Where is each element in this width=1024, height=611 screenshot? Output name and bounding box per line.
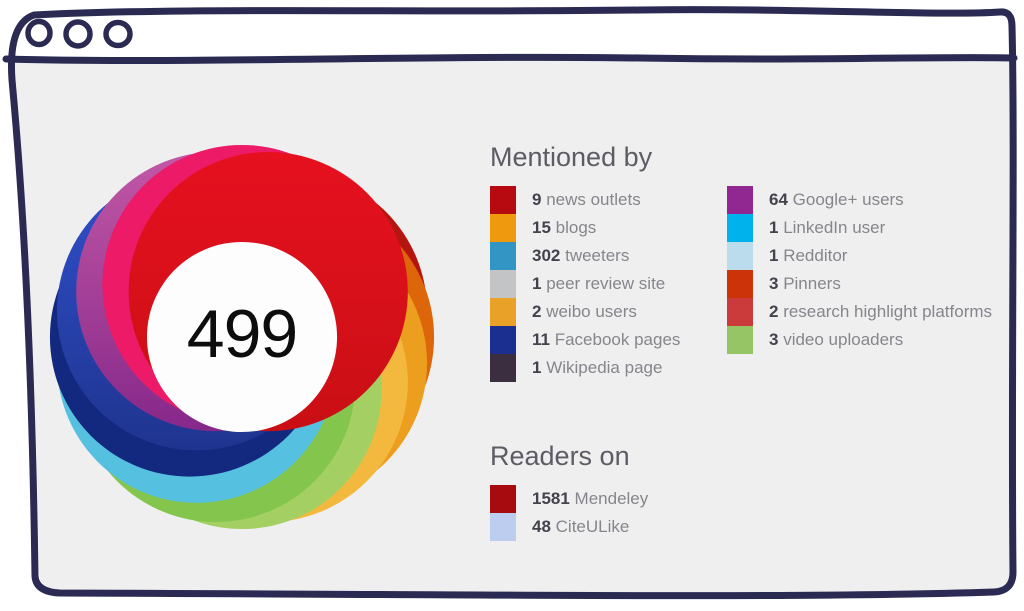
legend-text: 1 peer review site: [532, 274, 665, 294]
legend-text: 64 Google+ users: [769, 190, 904, 210]
legend-swatch: [727, 326, 753, 354]
mentioned-by-column-2: 64 Google+ users 1 LinkedIn user 1 Reddito…: [727, 186, 992, 382]
legend-label: peer review site: [541, 274, 666, 293]
readers-on-section: Readers on 1581 Mendeley 48 CiteULike: [490, 440, 648, 541]
legend-count: 48: [532, 517, 551, 536]
legend-item-news-outlets: 9 news outlets: [490, 186, 727, 214]
legend-item-wikipedia-page: 1 Wikipedia page: [490, 354, 727, 382]
altmetric-donut: 499: [44, 139, 440, 535]
legend-item-tweeters: 302 tweeters: [490, 242, 727, 270]
legend-swatch: [490, 298, 516, 326]
legend-swatch: [490, 242, 516, 270]
legend-item-mendeley: 1581 Mendeley: [490, 485, 648, 513]
legend-text: 15 blogs: [532, 218, 596, 238]
legend-item-blogs: 15 blogs: [490, 214, 727, 242]
legend-text: 11 Facebook pages: [532, 330, 680, 350]
readers-on-list: 1581 Mendeley 48 CiteULike: [490, 485, 648, 541]
mentioned-by-section: Mentioned by 9 news outlets 15 blogs 302 t…: [490, 141, 992, 382]
legend-swatch: [727, 298, 753, 326]
legend-text: 1 Redditor: [769, 246, 847, 266]
legend-label: Google+ users: [787, 190, 904, 209]
legend-item-weibo-users: 2 weibo users: [490, 298, 727, 326]
legend-text: 3 Pinners: [769, 274, 841, 294]
legend-label: weibo users: [541, 302, 637, 321]
legend-item-citeulike: 48 CiteULike: [490, 513, 648, 541]
legend-label: LinkedIn user: [778, 218, 886, 237]
legend-count: 1: [532, 274, 542, 293]
legend-item-redditor: 1 Redditor: [727, 242, 992, 270]
donut-center: [146, 241, 338, 433]
legend-label: Redditor: [778, 246, 848, 265]
legend-item-pinners: 3 Pinners: [727, 270, 992, 298]
legend-item-facebook-pages: 11 Facebook pages: [490, 326, 727, 354]
legend-label: news outlets: [541, 190, 641, 209]
legend-item-video-uploaders: 3 video uploaders: [727, 326, 992, 354]
legend-count: 1581: [532, 489, 570, 508]
legend-count: 64: [769, 190, 788, 209]
legend-label: CiteULike: [550, 517, 630, 536]
legend-item-linkedin-user: 1 LinkedIn user: [727, 214, 992, 242]
legend-label: tweeters: [560, 246, 630, 265]
legend-text: 2 weibo users: [532, 302, 637, 322]
legend-count: 9: [532, 190, 542, 209]
legend-text: 1 Wikipedia page: [532, 358, 662, 378]
legend-count: 11: [532, 330, 550, 349]
legend-swatch: [490, 485, 516, 513]
readers-on-title: Readers on: [490, 441, 630, 471]
legend-label: Mendeley: [569, 489, 649, 508]
legend-swatch: [490, 214, 516, 242]
legend-item-peer-review-site: 1 peer review site: [490, 270, 727, 298]
legend-swatch: [727, 270, 753, 298]
legend-count: 3: [769, 330, 779, 349]
legend-swatch: [490, 326, 516, 354]
legend-text: 1 LinkedIn user: [769, 218, 885, 238]
legend-text: 2 research highlight platforms: [769, 302, 992, 322]
altmetric-score: 499: [186, 296, 298, 372]
legend-label: research highlight platforms: [778, 302, 993, 321]
legend-swatch: [490, 513, 516, 541]
legend-text: 3 video uploaders: [769, 330, 903, 350]
window-circle-3[interactable]: [103, 19, 133, 49]
legend-swatch: [490, 186, 516, 214]
mentioned-by-columns: 9 news outlets 15 blogs 302 tweeters 1 peer…: [490, 186, 992, 382]
mentioned-by-title: Mentioned by: [490, 142, 653, 172]
legend-label: Wikipedia page: [541, 358, 663, 377]
legend-item-google-users: 64 Google+ users: [727, 186, 992, 214]
legend-count: 1: [769, 246, 779, 265]
legend-label: blogs: [550, 218, 597, 237]
window-border: [7, 6, 1017, 600]
legend-count: 1: [769, 218, 779, 237]
window-circle-2[interactable]: [63, 19, 93, 49]
legend-item-research-highlight-platforms: 2 research highlight platforms: [727, 298, 992, 326]
legend-text: 48 CiteULike: [532, 517, 629, 537]
legend-text: 1581 Mendeley: [532, 489, 648, 509]
window-circle-1[interactable]: [25, 18, 53, 48]
legend-label: Pinners: [778, 274, 841, 293]
legend-swatch: [490, 270, 516, 298]
legend-swatch: [727, 242, 753, 270]
legend-count: 3: [769, 274, 779, 293]
legend-text: 302 tweeters: [532, 246, 629, 266]
legend-count: 1: [532, 358, 542, 377]
legend-text: 9 news outlets: [532, 190, 641, 210]
legend-swatch: [727, 214, 753, 242]
legend-count: 302: [532, 246, 561, 265]
legend-count: 15: [532, 218, 551, 237]
legend-count: 2: [769, 302, 779, 321]
legend-count: 2: [532, 302, 542, 321]
legend-label: video uploaders: [778, 330, 904, 349]
toolbar-separator: [2, 53, 1018, 65]
legend-label: Facebook pages: [549, 330, 681, 349]
legend-swatch: [727, 186, 753, 214]
mentioned-by-column-1: 9 news outlets 15 blogs 302 tweeters 1 peer…: [490, 186, 727, 382]
legend-swatch: [490, 354, 516, 382]
donut-chart: [49, 144, 435, 530]
